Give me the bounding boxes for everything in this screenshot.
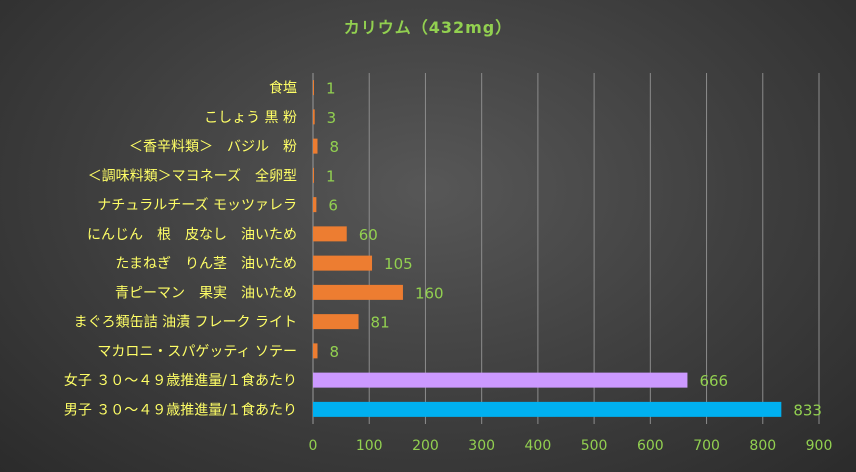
- data-label: 833: [793, 401, 822, 419]
- data-label: 1: [326, 80, 336, 98]
- bar: [313, 343, 318, 359]
- data-label: 6: [328, 197, 338, 215]
- category-label: たまねぎ りん茎 油いため: [115, 256, 297, 272]
- x-tick-label: 800: [749, 438, 776, 454]
- category-label: 食塩: [269, 80, 297, 97]
- category-label: まぐろ類缶詰 油漬 フレーク ライト: [74, 315, 297, 331]
- x-tick-label: 700: [693, 438, 720, 454]
- bar: [313, 372, 688, 388]
- x-tick-label: 900: [806, 438, 833, 454]
- chart-title: カリウム（432mg）: [343, 18, 513, 37]
- data-label: 160: [415, 284, 444, 302]
- x-tick-label: 100: [356, 438, 383, 454]
- x-tick-label: 300: [468, 438, 495, 454]
- bar: [313, 226, 347, 242]
- category-label: 青ピーマン 果実 油いため: [115, 285, 297, 301]
- category-label: ＜香辛料類＞ バジル 粉: [129, 139, 297, 155]
- bar: [313, 197, 317, 213]
- data-label: 81: [371, 314, 390, 332]
- category-label: にんじん 根 皮なし 油いため: [87, 227, 297, 243]
- bar: [313, 109, 315, 125]
- x-tick-label: 400: [525, 438, 552, 454]
- category-label: マカロニ・スパゲッティ ソテー: [97, 344, 297, 360]
- data-label: 8: [329, 343, 339, 361]
- data-label: 3: [327, 109, 337, 127]
- category-label: ＜調味料類＞マヨネーズ 全卵型: [88, 167, 297, 184]
- x-tick-label: 200: [412, 438, 439, 454]
- x-tick-label: 600: [637, 438, 664, 454]
- data-label: 8: [329, 138, 339, 156]
- data-label: 1: [326, 167, 336, 185]
- x-tick-label: 0: [309, 438, 318, 454]
- category-label: 女子 ３０～４９歳推進量/１食あたり: [64, 372, 297, 389]
- bar: [313, 284, 403, 300]
- data-label: 105: [384, 255, 413, 273]
- data-label: 60: [359, 226, 378, 244]
- data-label: 666: [699, 372, 728, 390]
- category-label: 男子 ３０～４９歳推進量/１食あたり: [64, 401, 297, 418]
- bar: [313, 255, 373, 271]
- category-label: ナチュラルチーズ モッツァレラ: [97, 198, 297, 214]
- bar: [313, 401, 782, 417]
- bar: [313, 138, 318, 154]
- category-label: こしょう 黒 粉: [204, 110, 297, 126]
- bar: [313, 80, 314, 96]
- bar: [313, 314, 359, 330]
- bar: [313, 167, 314, 183]
- x-tick-label: 500: [581, 438, 608, 454]
